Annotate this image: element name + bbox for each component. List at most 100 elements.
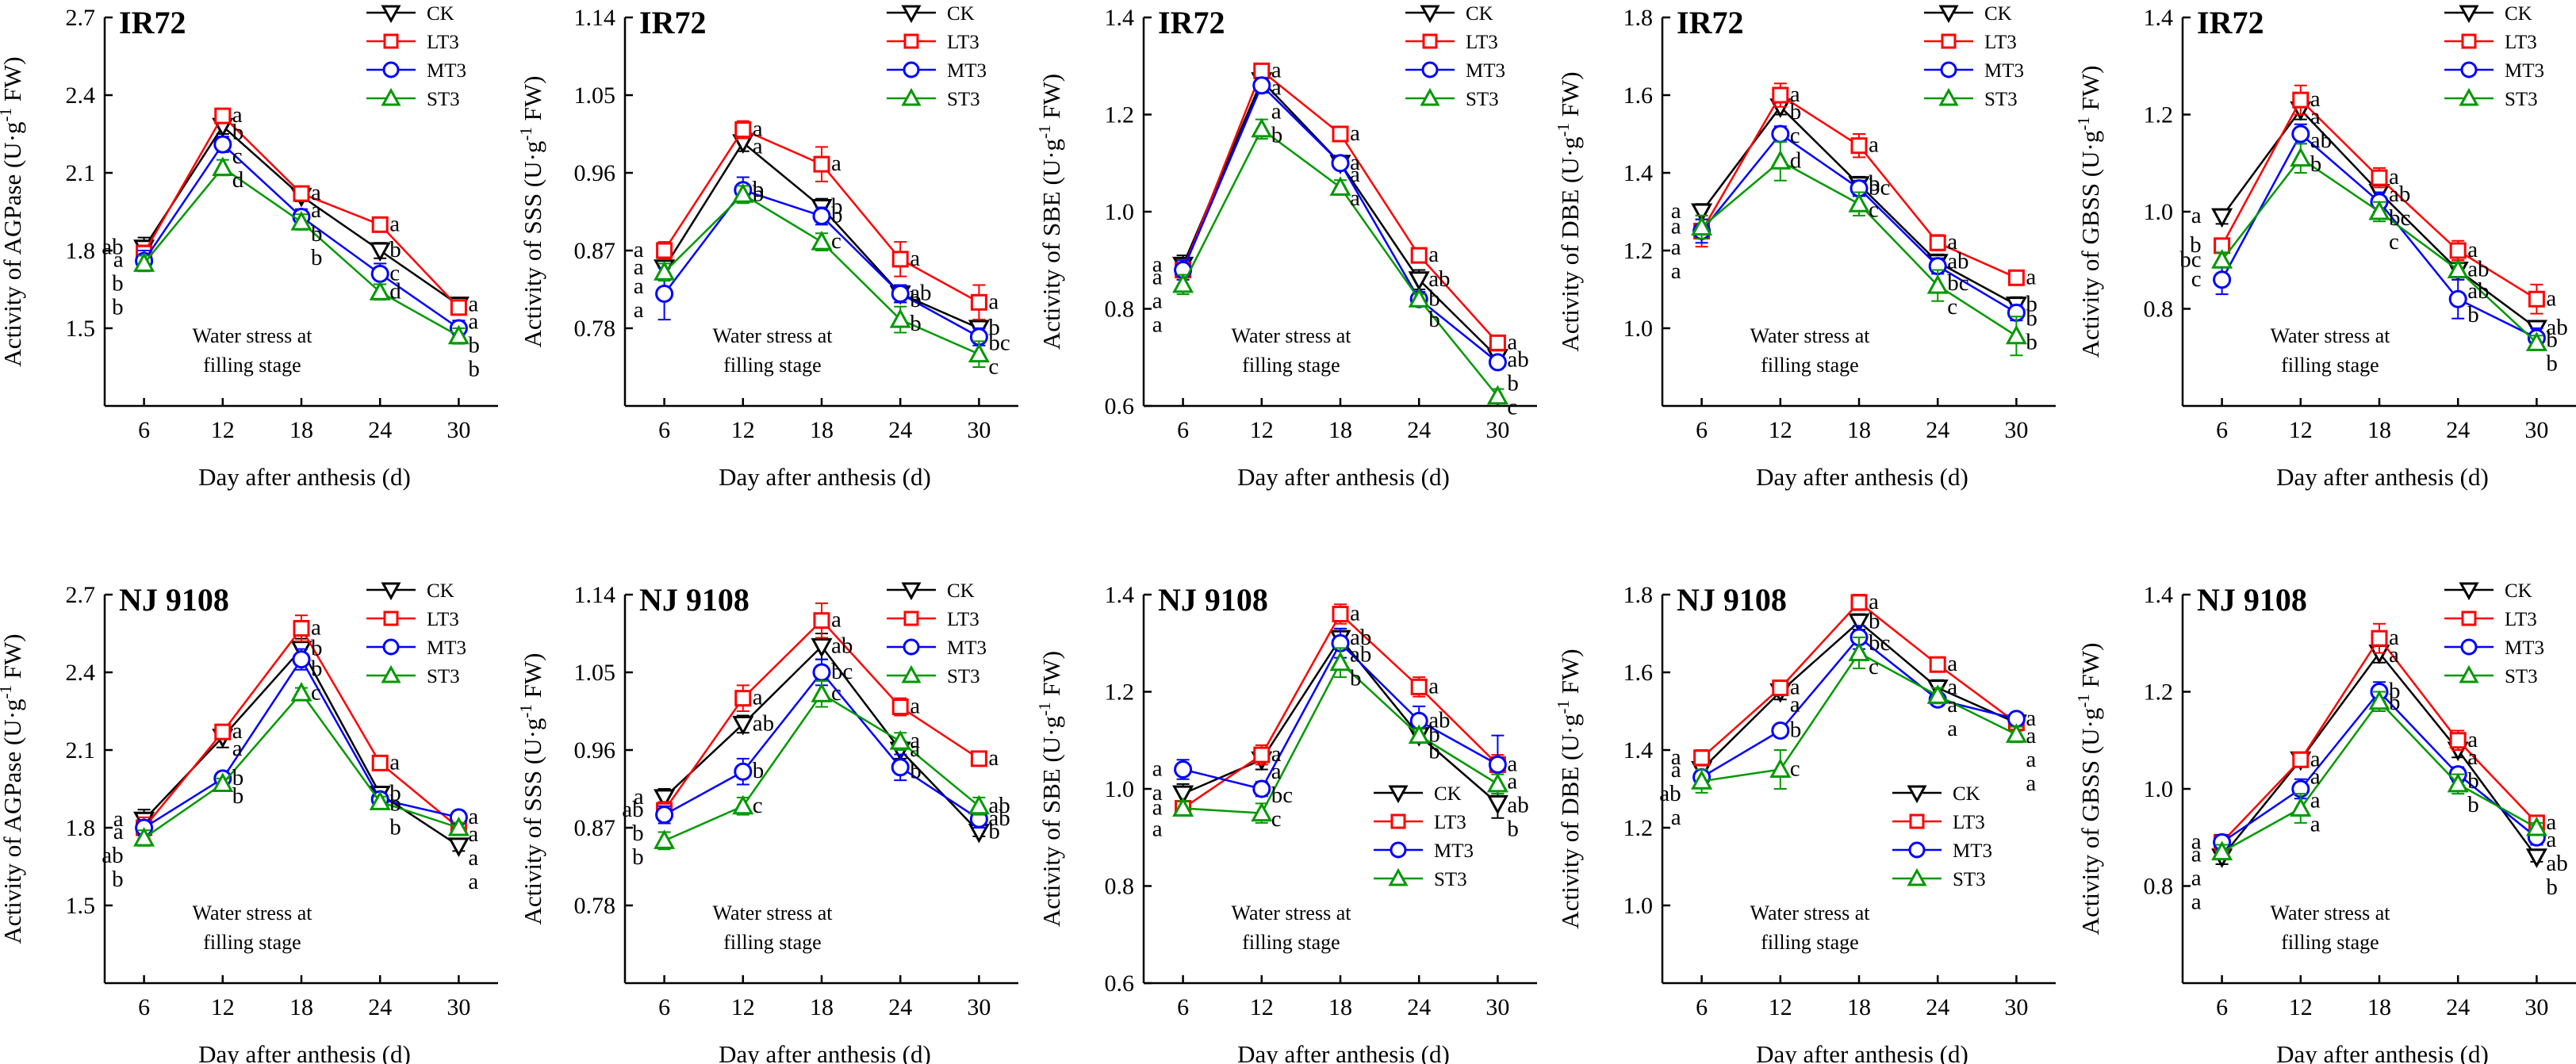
legend-label: ST3 (2505, 89, 2538, 110)
annotation-line: Water stress at (1232, 324, 1352, 347)
legend-marker (1420, 5, 1440, 24)
significance-letter: a (468, 804, 478, 829)
data-point (369, 242, 391, 262)
y-tick-label: 1.2 (1105, 679, 1135, 706)
data-point (2211, 249, 2233, 269)
data-point (1252, 76, 1271, 95)
legend-marker (903, 61, 920, 78)
significance-letter: a (634, 274, 644, 299)
significance-letter: a (1350, 186, 1360, 211)
data-point (1926, 684, 1949, 704)
x-tick-label: 24 (368, 994, 392, 1020)
significance-letter: b (1350, 666, 1362, 691)
significance-letter: bc (2389, 205, 2410, 231)
data-point (212, 156, 234, 176)
y-tick-label: 1.0 (1623, 893, 1654, 919)
annotation-line: Water stress at (1750, 901, 1871, 924)
legend-marker (381, 5, 401, 24)
legend-label: LT3 (1434, 812, 1466, 833)
significance-letter: ab (622, 797, 643, 822)
significance-letter: a (2467, 727, 2478, 752)
x-tick-label: 12 (2289, 994, 2313, 1020)
significance-letter: ab (2467, 257, 2489, 282)
significance-letter: a (468, 292, 478, 317)
significance-letter: b (988, 315, 1000, 340)
y-axis-label: Activity of SSS (U·g-1 FW) (516, 75, 546, 347)
data-point (1488, 353, 1507, 372)
data-point (2525, 848, 2547, 868)
series-ck (1172, 70, 1508, 369)
significance-letter: a (634, 297, 644, 323)
annotation-line: Water stress at (2271, 901, 2391, 924)
data-point (447, 816, 470, 836)
data-point (732, 715, 754, 736)
data-point (1174, 760, 1193, 779)
data-point (2005, 723, 2027, 743)
data-point (732, 183, 754, 203)
significance-letter: ab (2546, 315, 2567, 340)
series-lt3 (656, 120, 987, 321)
y-axis-label: Activity of SBE (U·g-1 FW) (1035, 74, 1065, 350)
data-point (970, 750, 987, 767)
significance-letter: ab (1507, 346, 1528, 372)
legend-label: ST3 (1953, 869, 1986, 890)
significance-letter: b (2467, 768, 2479, 794)
significance-letter: a (1271, 759, 1282, 784)
y-tick-label: 0.8 (1105, 874, 1135, 900)
x-tick-label: 24 (1926, 994, 1949, 1020)
data-point (369, 281, 391, 300)
chart-title: NJ 9108 (1677, 582, 1787, 618)
chart-title: IR72 (119, 5, 186, 40)
y-tick-label: 0.6 (1105, 970, 1135, 997)
annotation-line: filling stage (723, 354, 821, 377)
legend-marker (381, 664, 401, 683)
x-tick-label: 30 (967, 994, 991, 1020)
significance-letter: c (232, 144, 243, 169)
data-point (654, 789, 676, 809)
significance-letter: a (1271, 75, 1282, 100)
chart-panel-ir72-agpase: 1.5 1.8 2.1 2.4 2.7 6 12 18 24 30 Day after anthes… (0, 3, 498, 491)
series-st3 (1172, 647, 1508, 824)
legend: CK LT3 MT3 ST3 (1405, 3, 1505, 110)
legend: CK LT3 MT3 ST3 (1374, 783, 1474, 890)
chart-title: IR72 (1677, 5, 1743, 40)
legend-label: MT3 (947, 60, 987, 82)
legend-marker (1390, 841, 1407, 859)
x-tick-label: 24 (2446, 994, 2470, 1020)
significance-letter: a (1152, 264, 1163, 289)
legend-label: LT3 (1953, 812, 1985, 833)
significance-letter: a (2310, 764, 2321, 789)
x-tick-label: 30 (2524, 994, 2548, 1020)
legend-marker (2459, 664, 2479, 683)
data-point (2290, 147, 2312, 167)
series-ck (2211, 642, 2547, 868)
significance-letter: a (2026, 747, 2036, 772)
legend-marker (2460, 638, 2478, 656)
y-axis-label: Activity of AGPase (U·g-1 FW) (0, 633, 26, 943)
legend-marker (1420, 87, 1440, 106)
data-point (889, 308, 911, 328)
annotation-line: Water stress at (193, 901, 313, 924)
legend-label: ST3 (1434, 869, 1467, 890)
significance-letter: a (1507, 751, 1517, 776)
legend-marker (382, 638, 400, 656)
series-line (664, 692, 980, 842)
y-tick-label: 1.0 (2144, 776, 2174, 802)
series-st3 (654, 679, 990, 851)
legend-marker (1390, 813, 1406, 829)
significance-letter: a (1507, 329, 1517, 354)
series-line (2221, 636, 2538, 844)
significance-letter: a (232, 736, 243, 761)
data-point (2292, 91, 2310, 109)
data-point (447, 324, 470, 345)
legend-label: CK (427, 580, 454, 602)
data-point (2371, 630, 2388, 647)
significance-letter: b (112, 295, 124, 320)
x-tick-label: 30 (447, 417, 470, 443)
data-point (450, 299, 467, 316)
chart-panel-ir72-sbe: 0.6 0.8 1.0 1.2 1.4 6 12 18 24 30 Day after anthes… (1035, 3, 1537, 491)
legend: CK LT3 MT3 ST3 (2444, 3, 2544, 110)
significance-letter: c (1869, 654, 1879, 679)
x-tick-label: 18 (1847, 994, 1871, 1020)
